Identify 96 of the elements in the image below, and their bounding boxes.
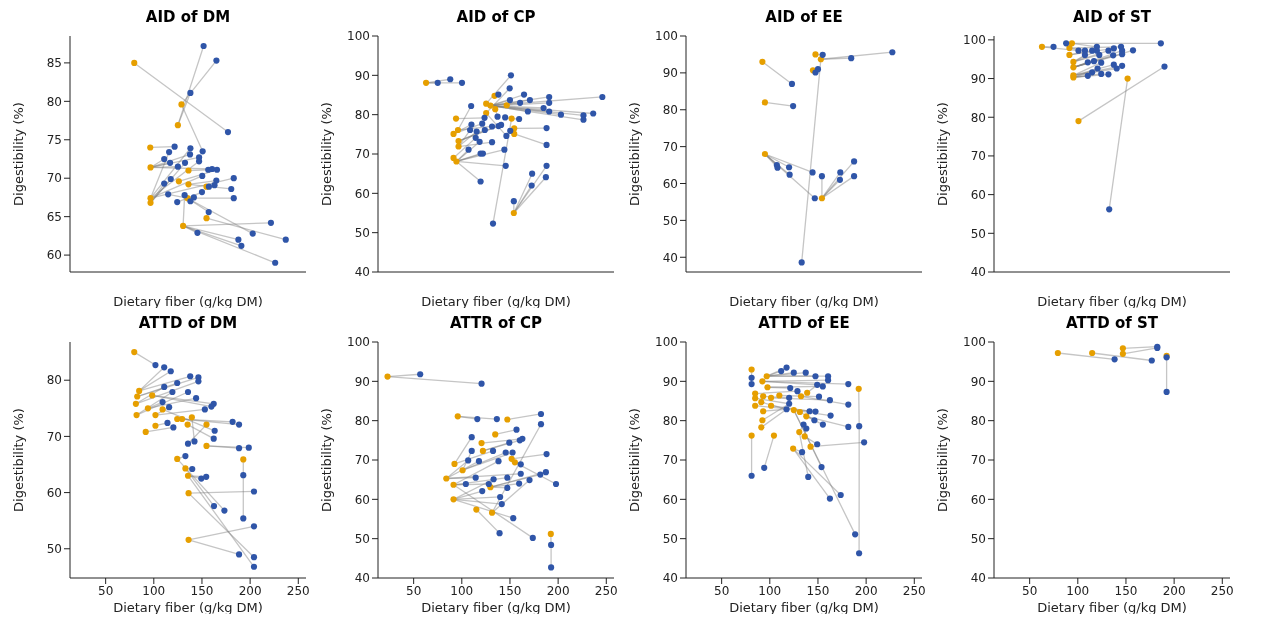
y-tick-label: 100 xyxy=(963,335,986,350)
y-tick-label: 40 xyxy=(354,571,370,586)
x-tick-label: 200 xyxy=(1162,583,1186,598)
y-tick-label: 60 xyxy=(46,248,62,263)
y-tick-label: 65 xyxy=(46,209,62,224)
y-axis-title: Digestibility (%) xyxy=(10,102,26,206)
y-axis-title: Digestibility (%) xyxy=(934,408,950,512)
y-tick-label: 90 xyxy=(354,374,370,389)
x-tick-label: 150 xyxy=(1114,583,1138,598)
y-tick-label: 50 xyxy=(970,226,986,241)
chart-title: AID of EE xyxy=(764,8,844,26)
x-tick-label: 100 xyxy=(1066,583,1090,598)
y-tick-label: 90 xyxy=(970,374,986,389)
y-tick-label: 70 xyxy=(46,171,62,186)
x-tick-label: 50 xyxy=(714,583,730,598)
y-tick-label: 70 xyxy=(354,453,370,468)
y-axis-title: Digestibility (%) xyxy=(318,408,334,512)
y-tick-label: 50 xyxy=(354,225,370,240)
y-tick-label: 80 xyxy=(46,94,62,109)
y-tick-label: 50 xyxy=(662,213,678,228)
x-tick-label: 100 xyxy=(758,583,782,598)
y-axis-title: Digestibility (%) xyxy=(318,102,334,206)
x-tick-label: 100 xyxy=(142,583,166,598)
y-tick-label: 90 xyxy=(970,71,986,86)
y-tick-label: 50 xyxy=(46,542,62,557)
chart-title: ATTD of DM xyxy=(137,314,239,332)
y-tick-label: 80 xyxy=(46,373,62,388)
y-tick-label: 100 xyxy=(963,33,986,48)
chart-title: ATTD of EE xyxy=(757,314,851,332)
y-tick-label: 60 xyxy=(354,492,370,507)
y-axis-title: Digestibility (%) xyxy=(626,102,642,206)
y-tick-label: 70 xyxy=(354,147,370,162)
y-tick-label: 40 xyxy=(970,265,986,280)
y-tick-label: 60 xyxy=(354,186,370,201)
y-tick-label: 50 xyxy=(662,531,678,546)
chart-title: ATTR of CP xyxy=(448,314,544,332)
y-tick-label: 60 xyxy=(662,176,678,191)
x-axis-title: Dietary fiber (g/kg DM) xyxy=(1037,600,1187,615)
x-axis-title: Dietary fiber (g/kg DM) xyxy=(421,600,571,615)
x-tick-label: 100 xyxy=(450,583,474,598)
x-tick-label: 250 xyxy=(902,583,926,598)
y-tick-label: 80 xyxy=(354,107,370,122)
y-tick-label: 90 xyxy=(354,68,370,83)
y-tick-label: 70 xyxy=(662,453,678,468)
x-tick-label: 50 xyxy=(98,583,114,598)
y-tick-label: 100 xyxy=(347,29,370,44)
x-tick-label: 250 xyxy=(286,583,310,598)
y-tick-label: 100 xyxy=(347,335,370,350)
x-axis-title: Dietary fiber (g/kg DM) xyxy=(729,294,879,309)
x-tick-label: 50 xyxy=(406,583,422,598)
y-tick-label: 60 xyxy=(46,485,62,500)
y-axis-title: Digestibility (%) xyxy=(934,102,950,206)
y-tick-label: 70 xyxy=(970,453,986,468)
y-tick-label: 100 xyxy=(655,335,678,350)
y-tick-label: 50 xyxy=(354,531,370,546)
y-tick-label: 90 xyxy=(662,374,678,389)
x-tick-label: 150 xyxy=(806,583,830,598)
y-tick-label: 80 xyxy=(970,413,986,428)
y-tick-label: 40 xyxy=(662,571,678,586)
x-tick-label: 250 xyxy=(594,583,618,598)
y-tick-label: 60 xyxy=(662,492,678,507)
x-axis-title: Dietary fiber (g/kg DM) xyxy=(113,600,263,615)
y-tick-label: 80 xyxy=(662,103,678,118)
chart-title: AID of CP xyxy=(455,8,537,26)
x-tick-label: 150 xyxy=(190,583,214,598)
x-axis-title: Dietary fiber (g/kg DM) xyxy=(1037,294,1187,309)
x-tick-label: 250 xyxy=(1210,583,1234,598)
y-tick-label: 60 xyxy=(970,492,986,507)
y-tick-label: 70 xyxy=(46,429,62,444)
x-tick-label: 200 xyxy=(854,583,878,598)
x-tick-label: 150 xyxy=(498,583,522,598)
y-tick-label: 90 xyxy=(662,66,678,81)
chart-title: AID of ST xyxy=(1072,8,1152,26)
y-tick-label: 50 xyxy=(970,531,986,546)
y-tick-label: 75 xyxy=(46,133,62,148)
x-axis-title: Dietary fiber (g/kg DM) xyxy=(113,294,263,309)
y-axis-title: Digestibility (%) xyxy=(10,408,26,512)
y-tick-label: 80 xyxy=(970,110,986,125)
y-tick-label: 80 xyxy=(662,413,678,428)
y-axis-title: Digestibility (%) xyxy=(626,408,642,512)
x-axis-title: Dietary fiber (g/kg DM) xyxy=(421,294,571,309)
y-tick-label: 70 xyxy=(970,149,986,164)
x-tick-label: 200 xyxy=(546,583,570,598)
x-tick-label: 50 xyxy=(1022,583,1038,598)
y-tick-label: 100 xyxy=(655,29,678,44)
y-tick-label: 85 xyxy=(46,56,62,71)
chart-title: ATTD of ST xyxy=(1065,314,1159,332)
y-tick-label: 60 xyxy=(970,187,986,202)
y-tick-label: 70 xyxy=(662,139,678,154)
y-tick-label: 40 xyxy=(354,265,370,280)
x-tick-label: 200 xyxy=(238,583,262,598)
y-tick-label: 40 xyxy=(662,250,678,265)
y-tick-label: 40 xyxy=(970,571,986,586)
y-tick-label: 80 xyxy=(354,413,370,428)
chart-title: AID of DM xyxy=(144,8,232,26)
x-axis-title: Dietary fiber (g/kg DM) xyxy=(729,600,879,615)
